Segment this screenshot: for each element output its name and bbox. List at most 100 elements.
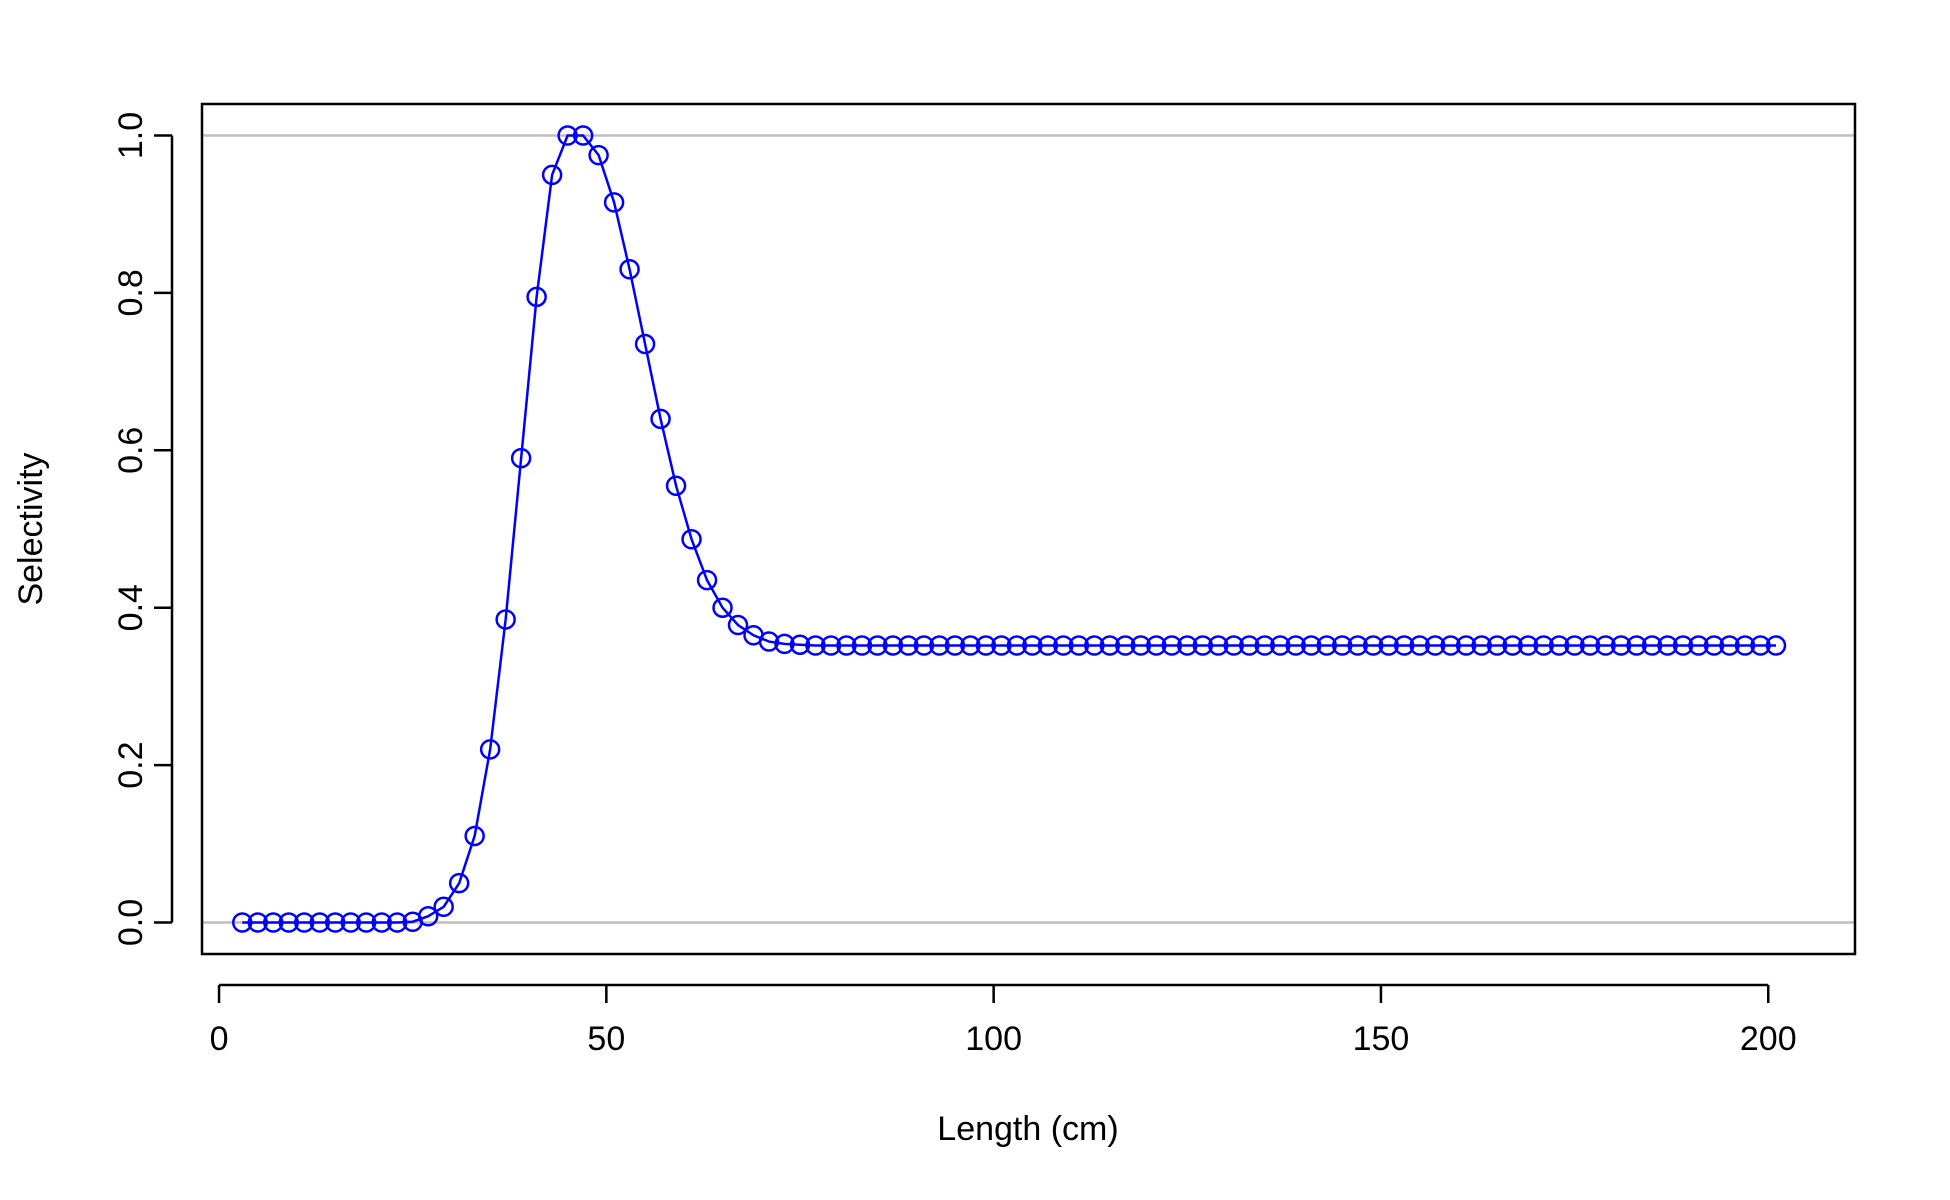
data-point — [1177, 635, 1198, 656]
data-point — [1502, 635, 1523, 656]
series-line — [242, 134, 1776, 924]
plot-frame — [200, 102, 1857, 956]
x-axis: 0 50 100 150 200 — [210, 983, 1797, 1058]
x-tick-label: 100 — [965, 1020, 1022, 1058]
data-point — [340, 912, 361, 933]
data-point — [309, 912, 330, 933]
data-point — [263, 912, 284, 933]
data-point — [1378, 635, 1399, 656]
y-axis-title: Selectivity — [12, 452, 50, 605]
x-axis-title: Length (cm) — [937, 1110, 1118, 1148]
data-point — [417, 905, 439, 927]
data-point — [1750, 635, 1771, 656]
data-point — [1022, 635, 1043, 656]
data-point — [1579, 635, 1601, 656]
data-point — [1084, 635, 1105, 656]
data-point — [1719, 635, 1740, 656]
data-point — [464, 825, 485, 847]
data-point — [650, 408, 671, 430]
data-point — [1765, 635, 1787, 656]
data-point — [1362, 635, 1384, 656]
y-tick-label: 0.8 — [112, 269, 150, 316]
data-point — [1006, 635, 1028, 656]
y-tick-label: 0.4 — [112, 584, 150, 631]
data-point — [944, 635, 966, 656]
data-point — [1424, 635, 1446, 656]
data-point — [882, 635, 904, 656]
y-tick-label: 0.6 — [112, 427, 150, 474]
data-point — [1657, 635, 1678, 656]
data-point — [232, 912, 253, 933]
data-point — [1734, 635, 1756, 656]
y-tick-label: 0.2 — [112, 741, 150, 788]
data-point — [1641, 635, 1663, 656]
x-tick-label: 0 — [210, 1020, 229, 1058]
data-point — [1440, 635, 1461, 656]
data-point — [789, 634, 811, 655]
data-point — [1037, 635, 1059, 656]
data-point — [1161, 635, 1183, 656]
data-point — [526, 286, 547, 308]
data-point — [960, 635, 981, 656]
y-tick-label: 0.0 — [112, 899, 150, 946]
data-point — [805, 635, 826, 656]
data-point — [1099, 635, 1121, 656]
data-point — [495, 609, 516, 630]
data-point — [1192, 635, 1214, 656]
data-point — [247, 912, 269, 933]
data-point — [1409, 635, 1430, 656]
data-point — [355, 912, 377, 933]
data-point — [479, 739, 501, 760]
data-point — [448, 872, 470, 894]
data-point — [820, 635, 842, 656]
data-point — [1455, 635, 1477, 656]
data-point — [1146, 635, 1167, 656]
data-point — [774, 633, 795, 655]
data-point — [1471, 635, 1492, 656]
data-point — [1626, 635, 1647, 656]
data-point — [1688, 635, 1709, 656]
data-point — [867, 635, 888, 656]
y-tick-label: 1.0 — [112, 112, 150, 159]
data-point — [1703, 635, 1725, 656]
data-point — [1486, 635, 1508, 656]
data-point — [1517, 635, 1539, 656]
data-point — [293, 912, 315, 933]
data-point — [929, 635, 950, 656]
data-point — [1130, 635, 1152, 656]
y-axis: 0.0 0.2 0.4 0.6 0.8 1.0 — [112, 112, 174, 946]
data-point — [619, 259, 640, 280]
data-point — [1115, 635, 1136, 656]
data-point — [1393, 635, 1415, 656]
data-point — [851, 635, 873, 656]
data-point — [510, 447, 532, 469]
data-point — [371, 912, 392, 933]
data-point — [1285, 635, 1306, 656]
data-point — [975, 635, 997, 656]
x-tick-label: 200 — [1740, 1020, 1797, 1058]
data-point — [1269, 635, 1291, 656]
data-point — [1053, 635, 1074, 656]
data-point — [1331, 635, 1353, 656]
data-point — [665, 475, 687, 496]
data-point — [278, 912, 300, 933]
data-point — [1068, 635, 1090, 656]
data-point — [1672, 635, 1694, 656]
data-point — [681, 528, 702, 550]
data-point — [1223, 635, 1245, 656]
data-point — [836, 635, 857, 656]
data-point — [603, 192, 625, 213]
data-point — [1208, 635, 1229, 656]
data-point — [696, 569, 718, 591]
data-point — [913, 635, 935, 656]
series-layer — [232, 125, 1787, 933]
data-point — [991, 635, 1012, 656]
data-point — [541, 164, 563, 186]
data-point — [386, 912, 408, 933]
data-point — [1564, 635, 1585, 656]
data-point — [1595, 635, 1616, 656]
x-tick-label: 50 — [587, 1020, 625, 1058]
data-point — [1316, 635, 1337, 656]
